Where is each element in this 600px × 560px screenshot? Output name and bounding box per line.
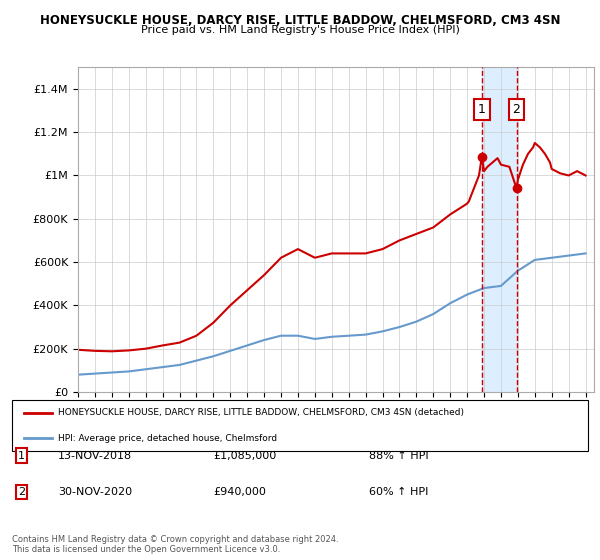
Text: 1: 1 <box>18 450 25 460</box>
Text: £1,085,000: £1,085,000 <box>214 450 277 460</box>
Text: £940,000: £940,000 <box>214 487 266 497</box>
Text: 2: 2 <box>512 103 520 116</box>
Text: 13-NOV-2018: 13-NOV-2018 <box>58 450 132 460</box>
Text: HONEYSUCKLE HOUSE, DARCY RISE, LITTLE BADDOW, CHELMSFORD, CM3 4SN: HONEYSUCKLE HOUSE, DARCY RISE, LITTLE BA… <box>40 14 560 27</box>
Text: Price paid vs. HM Land Registry's House Price Index (HPI): Price paid vs. HM Land Registry's House … <box>140 25 460 35</box>
Text: 2: 2 <box>18 487 25 497</box>
Text: 1: 1 <box>478 103 486 116</box>
Text: 60% ↑ HPI: 60% ↑ HPI <box>369 487 428 497</box>
Text: 88% ↑ HPI: 88% ↑ HPI <box>369 450 429 460</box>
Text: HONEYSUCKLE HOUSE, DARCY RISE, LITTLE BADDOW, CHELMSFORD, CM3 4SN (detached): HONEYSUCKLE HOUSE, DARCY RISE, LITTLE BA… <box>58 408 464 418</box>
Text: Contains HM Land Registry data © Crown copyright and database right 2024.
This d: Contains HM Land Registry data © Crown c… <box>12 535 338 554</box>
Text: 30-NOV-2020: 30-NOV-2020 <box>58 487 132 497</box>
Text: HPI: Average price, detached house, Chelmsford: HPI: Average price, detached house, Chel… <box>58 433 277 443</box>
Bar <box>482 67 517 392</box>
FancyBboxPatch shape <box>12 400 588 451</box>
